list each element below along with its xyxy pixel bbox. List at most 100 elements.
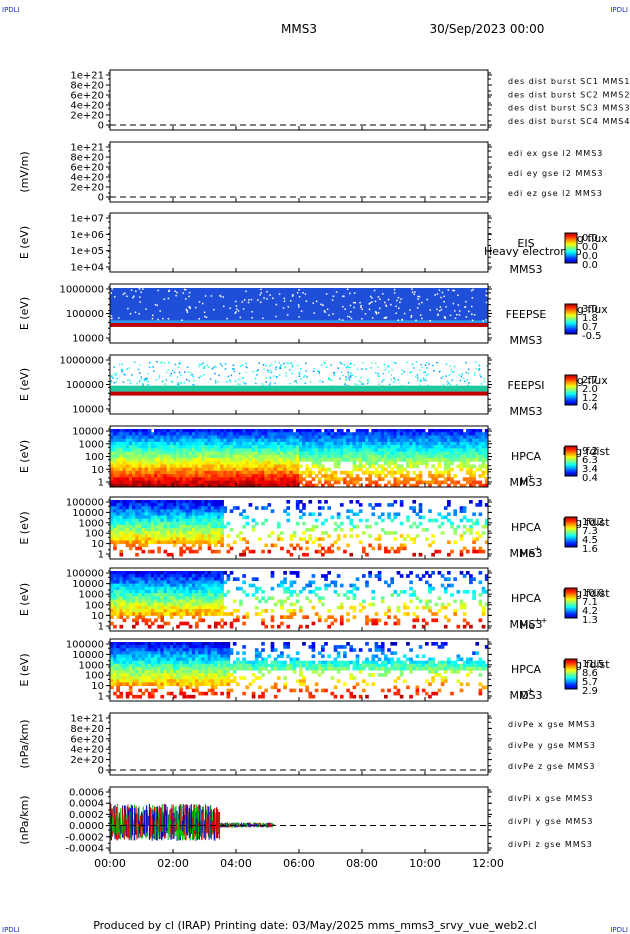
heatmap-cell xyxy=(160,512,165,517)
heatmap-cell xyxy=(374,371,377,374)
heatmap-cell xyxy=(135,583,139,588)
heatmap-cell xyxy=(186,366,189,369)
heatmap-cell xyxy=(232,441,237,446)
heatmap-cell xyxy=(122,577,127,581)
y-tick-label: 6e+20 xyxy=(70,163,104,174)
heatmap-cell xyxy=(154,596,158,600)
heatmap-cell xyxy=(263,368,265,371)
heatmap-cell xyxy=(456,624,461,629)
heatmap-cell xyxy=(314,549,319,554)
heatmap-cell xyxy=(384,451,388,456)
heatmap-cell xyxy=(150,483,155,488)
heatmap-cell xyxy=(390,445,394,449)
heatmap-cell xyxy=(251,435,256,440)
heatmap-cell xyxy=(226,381,228,383)
heatmap-cell xyxy=(427,384,430,387)
heatmap-cell xyxy=(226,429,231,433)
heatmap-cell xyxy=(361,368,363,370)
heatmap-cell xyxy=(113,451,117,456)
heatmap-cell xyxy=(415,596,420,600)
heatmap-cell xyxy=(289,602,294,607)
heatmap-cell xyxy=(182,571,187,575)
heatmap-cell xyxy=(241,364,244,366)
heatmap-cell xyxy=(270,574,275,578)
heatmap-cell xyxy=(132,577,136,581)
heatmap-cell xyxy=(236,464,240,469)
heatmap-cell xyxy=(128,534,133,538)
heatmap-cell xyxy=(314,537,319,541)
heatmap-cell xyxy=(176,445,180,449)
heatmap-cell xyxy=(276,458,281,462)
heatmap-cell xyxy=(396,571,401,575)
heatmap-cell xyxy=(245,290,247,293)
heatmap-cell xyxy=(472,590,476,594)
heatmap-cell xyxy=(384,368,387,371)
heatmap-cell xyxy=(352,609,357,613)
heatmap-cell xyxy=(456,435,461,440)
heatmap-cell xyxy=(390,441,394,446)
heatmap-cell xyxy=(261,461,265,465)
heatmap-cell xyxy=(182,543,187,548)
heatmap-cell xyxy=(188,549,193,554)
heatmap-cell xyxy=(125,474,130,478)
heatmap-cell xyxy=(380,470,385,475)
heatmap-cell xyxy=(333,448,338,453)
heatmap-cell xyxy=(406,612,410,616)
heatmap-cell xyxy=(204,574,209,578)
heatmap-cell xyxy=(251,445,256,449)
y-tick-label: 1000000 xyxy=(59,285,104,296)
heatmap-cell xyxy=(248,429,253,433)
heatmap-cell xyxy=(125,534,130,538)
heatmap-cell xyxy=(113,512,117,517)
heatmap-cell xyxy=(147,515,152,520)
heatmap-cell xyxy=(223,441,228,446)
heatmap-cell xyxy=(248,438,253,443)
heatmap-cell xyxy=(362,599,366,604)
heatmap-cell xyxy=(409,438,413,443)
heatmap-cell xyxy=(358,432,363,436)
heatmap-cell xyxy=(169,448,174,453)
heatmap-cell xyxy=(305,451,309,456)
heatmap-cell xyxy=(239,464,243,469)
heatmap-cell xyxy=(210,537,215,541)
heatmap-cell xyxy=(173,605,177,610)
heatmap-cell xyxy=(385,304,387,307)
heatmap-cell xyxy=(132,500,136,504)
heatmap-cell xyxy=(459,552,464,557)
heatmap-cell xyxy=(415,435,420,440)
heatmap-cell xyxy=(204,531,209,535)
heatmap-cell xyxy=(390,432,394,436)
heatmap-cell xyxy=(210,528,215,532)
heatmap-cell xyxy=(437,435,442,440)
heatmap-cell xyxy=(248,483,253,488)
heatmap-cell xyxy=(220,483,224,488)
y-tick-label: 1e+21 xyxy=(70,143,104,154)
heatmap-cell xyxy=(371,590,376,594)
heatmap-cell xyxy=(349,583,354,588)
heatmap-cell xyxy=(358,467,363,472)
heatmap-cell xyxy=(188,435,193,440)
heatmap-cell xyxy=(128,464,133,469)
heatmap-cell xyxy=(144,509,149,513)
heatmap-cell xyxy=(412,624,417,629)
heatmap-cell xyxy=(260,301,262,304)
heatmap-cell xyxy=(157,477,161,482)
heatmap-cell xyxy=(195,521,199,526)
heatmap-cell xyxy=(251,528,256,532)
heatmap-cell xyxy=(254,577,259,581)
heatmap-cell xyxy=(478,365,481,367)
heatmap-cell xyxy=(261,590,265,594)
heatmap-cell xyxy=(210,602,215,607)
heatmap-cell xyxy=(132,666,136,671)
heatmap-cell xyxy=(317,470,322,475)
heatmap-cell xyxy=(122,673,127,677)
heatmap-cell xyxy=(185,528,190,532)
heatmap-cell xyxy=(157,445,161,449)
heatmap-cell xyxy=(119,451,124,456)
heatmap-cell xyxy=(116,483,120,488)
heatmap-cell xyxy=(362,574,366,578)
heatmap-cell xyxy=(402,590,407,594)
y-tick-label: 1000 xyxy=(79,439,104,450)
heatmap-cell xyxy=(217,580,221,585)
